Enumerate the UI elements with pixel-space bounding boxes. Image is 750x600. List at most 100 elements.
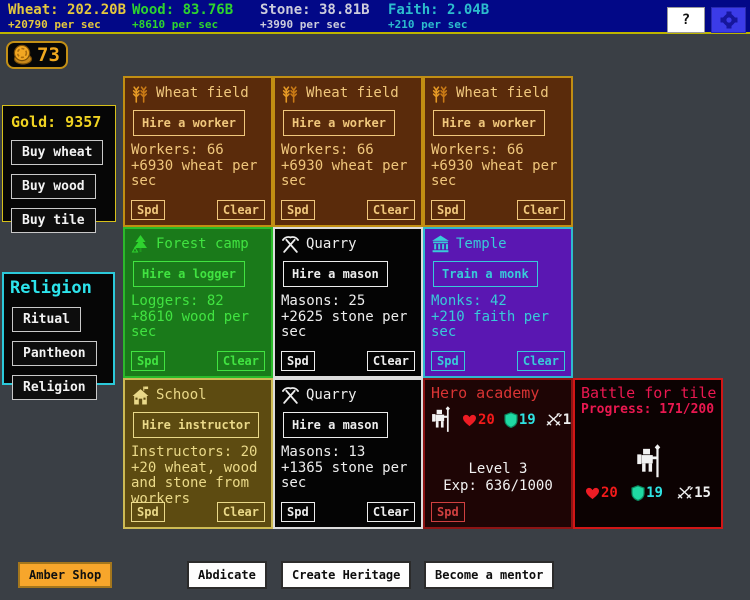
hire-worker-button[interactable]: Hire a worker <box>283 110 395 136</box>
hire-worker-button[interactable]: Hire a worker <box>433 110 545 136</box>
hire-instructor-button[interactable]: Hire instructor <box>133 412 260 438</box>
spd-button[interactable]: Spd <box>431 502 465 522</box>
clear-button[interactable]: Clear <box>366 351 415 371</box>
tile-quarry-1: Quarry Hire a mason Masons: 25 +2625 ston… <box>273 227 423 378</box>
resource-wheat: Wheat: 202.20B +20790 per sec <box>8 2 126 31</box>
train-monk-button[interactable]: Train a monk <box>433 261 538 287</box>
battle-hp: 20 <box>601 485 618 501</box>
buy-tile-button[interactable]: Buy tile <box>11 208 96 233</box>
tile-stats: Masons: 25 +2625 stone per sec <box>281 293 408 341</box>
help-button[interactable]: ? <box>667 7 705 33</box>
clear-button[interactable]: Clear <box>216 502 265 522</box>
tile-wheat-field-3: Wheat field Hire a worker Workers: 66 +69… <box>423 76 573 227</box>
gold-amount: Gold: 9357 <box>11 113 102 131</box>
tile-stats: Monks: 42 +210 faith per sec <box>431 293 550 341</box>
amber-coin-icon <box>12 44 34 66</box>
tile-quarry-2: Quarry Hire a mason Masons: 13 +1365 ston… <box>273 378 423 529</box>
tile-school: School Hire instructor Instructors: 20 +2… <box>123 378 273 529</box>
religion-title: Religion <box>10 278 92 298</box>
become-mentor-button[interactable]: Become a mentor <box>424 561 555 589</box>
resource-stone: Stone: 38.81B +3990 per sec <box>260 2 370 31</box>
create-heritage-button[interactable]: Create Heritage <box>281 561 412 589</box>
empty-cell <box>573 76 723 227</box>
tile-stats: Workers: 66 +6930 wheat per sec <box>131 142 258 190</box>
wheat-icon <box>281 84 300 103</box>
crossed-swords-icon <box>545 413 562 427</box>
ritual-button[interactable]: Ritual <box>12 307 81 332</box>
pickaxes-icon <box>281 386 300 405</box>
tile-grid: Wheat field Hire a worker Workers: 66 +69… <box>123 76 723 529</box>
shield-icon <box>631 485 645 502</box>
spd-button[interactable]: Spd <box>131 200 165 220</box>
heart-icon <box>585 487 600 500</box>
hire-logger-button[interactable]: Hire a logger <box>133 261 245 287</box>
gear-icon <box>719 10 739 30</box>
tile-stats: Loggers: 82 +8610 wood per sec <box>131 293 250 341</box>
tile-battle: Battle for tile Progress: 171/200 20 <box>573 378 723 529</box>
gold-panel: Gold: 9357 Buy wheat Buy wood Buy tile <box>2 105 116 233</box>
knight-icon <box>636 444 664 480</box>
tile-wheat-field-1: Wheat field Hire a worker Workers: 66 +69… <box>123 76 273 227</box>
temple-icon <box>431 235 450 253</box>
crossed-swords-icon <box>676 486 693 500</box>
spd-button[interactable]: Spd <box>131 502 165 522</box>
hire-worker-button[interactable]: Hire a worker <box>133 110 245 136</box>
hero-level: Level 3 <box>468 461 528 478</box>
school-icon <box>131 386 150 405</box>
buy-wheat-button[interactable]: Buy wheat <box>11 140 104 165</box>
amber-shop-button[interactable]: Amber Shop <box>18 562 113 588</box>
pantheon-button[interactable]: Pantheon <box>12 341 97 366</box>
hire-mason-button[interactable]: Hire a mason <box>283 261 388 287</box>
spd-button[interactable]: Spd <box>431 351 465 371</box>
hero-exp: Exp: 636/1000 <box>443 478 553 495</box>
shield-icon <box>504 412 518 429</box>
tile-stats: Masons: 13 +1365 stone per sec <box>281 444 408 492</box>
tile-title: Forest camp <box>156 236 249 252</box>
battle-stats: 20 19 15 <box>575 485 721 502</box>
tile-forest-camp: Forest camp Hire a logger Loggers: 82 +86… <box>123 227 273 378</box>
abdicate-button[interactable]: Abdicate <box>187 561 267 589</box>
clear-button[interactable]: Clear <box>366 200 415 220</box>
tile-temple: Temple Train a monk Monks: 42 +210 faith … <box>423 227 573 378</box>
amber-count: 73 <box>37 43 60 66</box>
battle-attack: 15 <box>694 485 711 501</box>
clear-button[interactable]: Clear <box>216 200 265 220</box>
empty-cell <box>573 227 723 378</box>
tile-stats: Workers: 66 +6930 wheat per sec <box>281 142 408 190</box>
spd-button[interactable]: Spd <box>281 502 315 522</box>
settings-button[interactable] <box>711 7 746 33</box>
spd-button[interactable]: Spd <box>281 351 315 371</box>
tree-camp-icon <box>131 234 150 254</box>
religion-button[interactable]: Religion <box>12 375 97 400</box>
tile-hero-academy: Hero academy 20 <box>423 378 573 529</box>
hero-stats: 20 19 15 <box>431 406 571 434</box>
battle-progress: Progress: 171/200 <box>581 402 715 417</box>
wheat-icon <box>131 84 150 103</box>
clear-button[interactable]: Clear <box>366 502 415 522</box>
wood-amount: Wood: 83.76B <box>132 2 234 18</box>
pickaxes-icon <box>281 235 300 254</box>
hero-hp: 20 <box>478 412 495 428</box>
knight-icon <box>431 406 453 434</box>
clear-button[interactable]: Clear <box>516 351 565 371</box>
clear-button[interactable]: Clear <box>516 200 565 220</box>
top-resource-bar: Wheat: 202.20B +20790 per sec Wood: 83.7… <box>0 0 750 34</box>
hero-attack: 15 <box>562 412 572 428</box>
spd-button[interactable]: Spd <box>431 200 465 220</box>
tile-stats: Instructors: 20 +20 wheat, wood and stone… <box>131 444 258 508</box>
faith-amount: Faith: 2.04B <box>388 2 490 18</box>
spd-button[interactable]: Spd <box>281 200 315 220</box>
resource-wood: Wood: 83.76B +8610 per sec <box>132 2 234 31</box>
tile-stats: Workers: 66 +6930 wheat per sec <box>431 142 558 190</box>
buy-wood-button[interactable]: Buy wood <box>11 174 96 199</box>
amber-badge[interactable]: 73 <box>6 41 68 69</box>
hire-mason-button[interactable]: Hire a mason <box>283 412 388 438</box>
tile-title: Quarry <box>306 387 357 403</box>
tile-title: Wheat field <box>306 85 399 101</box>
tile-title: Temple <box>456 236 507 252</box>
clear-button[interactable]: Clear <box>216 351 265 371</box>
hero-academy-title: Hero academy <box>431 384 540 402</box>
heart-icon <box>462 414 477 427</box>
spd-button[interactable]: Spd <box>131 351 165 371</box>
tile-title: School <box>156 387 207 403</box>
